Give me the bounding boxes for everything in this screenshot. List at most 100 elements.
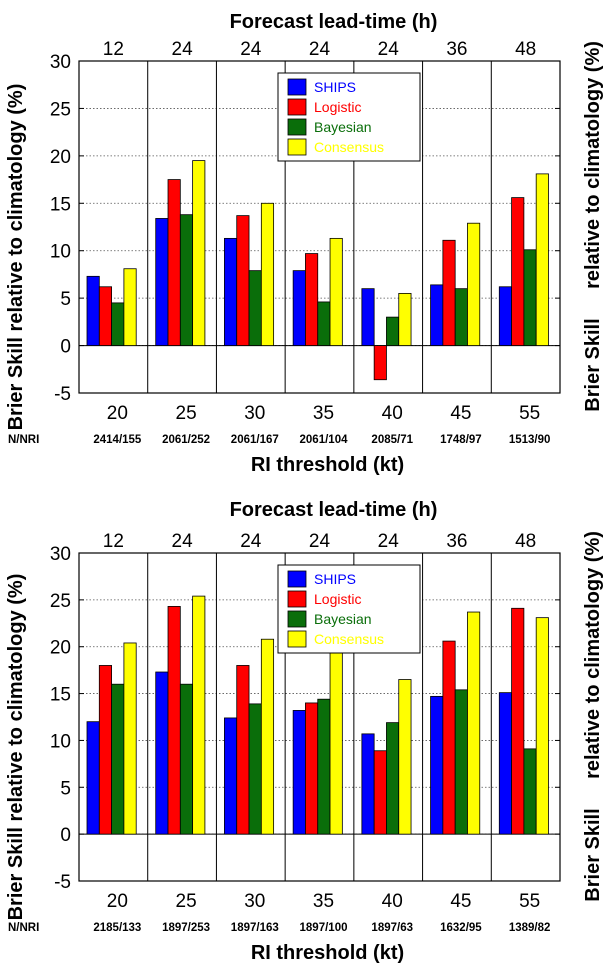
x-axis-label: RI threshold (kt) — [251, 454, 404, 476]
y-axis-label: Brier Skill relative to climatology (%) — [5, 574, 27, 921]
bar-consensus — [192, 160, 206, 346]
bar-ships — [361, 288, 375, 346]
lead-time-label: 24 — [240, 531, 262, 552]
bar-bayesian — [248, 703, 262, 835]
lead-time-label: 36 — [446, 39, 467, 60]
lead-time-label: 24 — [172, 39, 194, 60]
count-label: 1513/90 — [509, 434, 551, 446]
bar-bayesian — [523, 249, 537, 346]
threshold-label: 25 — [176, 403, 197, 424]
legend-label-logistic: Logistic — [314, 591, 361, 607]
legend-swatch-logistic — [287, 98, 307, 116]
lead-time-label: 24 — [378, 531, 400, 552]
bar-logistic — [236, 215, 250, 346]
top-axis-title: Forecast lead-time (h) — [230, 11, 438, 33]
counts-row-label: N/NRI — [8, 922, 39, 934]
bar-logistic — [511, 607, 525, 835]
bar-logistic — [98, 665, 113, 835]
chart-panel-1: Forecast lead-time (h) 12 24 24 24 24 36 48 -5 0 5… — [5, 11, 604, 476]
legend-label-consensus: Consensus — [314, 139, 384, 155]
y-tick-label: 25 — [50, 591, 71, 612]
right-edge-label: Brier Skill — [582, 318, 604, 411]
bar-bayesian — [111, 683, 125, 835]
threshold-label: 25 — [176, 891, 197, 912]
bar-logistic — [167, 179, 181, 346]
y-tick-label: 15 — [50, 194, 71, 215]
bar-consensus — [398, 679, 412, 835]
bar-bayesian — [386, 316, 400, 346]
bar-logistic — [236, 665, 250, 835]
bar-logistic — [305, 702, 319, 835]
legend-label-ships: SHIPS — [314, 571, 356, 587]
count-label: 1897/163 — [231, 922, 279, 934]
count-label: 1897/253 — [162, 922, 210, 934]
y-tick-label: -5 — [54, 872, 71, 893]
bar-consensus — [260, 638, 275, 835]
y-tick-label: 25 — [50, 99, 71, 120]
bar-consensus — [535, 173, 549, 346]
bar-consensus — [329, 651, 343, 835]
bar-logistic — [373, 750, 387, 835]
bar-bayesian — [317, 698, 331, 835]
lead-time-label: 12 — [103, 39, 124, 60]
bar-bayesian — [454, 689, 468, 835]
count-label: 2085/71 — [371, 434, 413, 446]
count-label: 2061/104 — [300, 434, 349, 446]
y-tick-label: 10 — [50, 242, 71, 263]
bar-ships — [361, 733, 375, 835]
y-tick-label: 30 — [50, 52, 71, 73]
count-label: 2061/252 — [162, 434, 210, 446]
lead-time-label: 48 — [515, 531, 536, 552]
right-edge-label-continued: relative to climatology (%) — [582, 531, 604, 779]
count-label: 1748/97 — [440, 434, 482, 446]
legend-swatch-ships — [287, 570, 307, 588]
bar-ships — [86, 275, 100, 346]
bar-ships — [224, 237, 238, 346]
bar-bayesian — [386, 722, 400, 835]
legend-swatch-logistic — [287, 590, 307, 608]
legend-label-bayesian: Bayesian — [314, 119, 372, 135]
bar-logistic — [442, 239, 456, 346]
count-label: 2414/155 — [93, 434, 142, 446]
y-tick-label: 15 — [50, 685, 71, 706]
bar-consensus — [123, 642, 137, 835]
count-label: 2185/133 — [93, 922, 141, 934]
count-label: 2061/167 — [231, 434, 279, 446]
bar-consensus — [467, 611, 481, 835]
bar-consensus — [467, 222, 481, 346]
threshold-label: 40 — [382, 891, 403, 912]
lead-time-label: 24 — [309, 39, 331, 60]
y-tick-label: 20 — [50, 638, 71, 659]
legend-swatch-consensus — [287, 138, 307, 156]
threshold-label: 55 — [519, 891, 540, 912]
count-label: 1389/82 — [509, 922, 551, 934]
lead-time-label: 24 — [309, 531, 331, 552]
threshold-label: 35 — [313, 891, 334, 912]
lead-time-label: 12 — [103, 531, 124, 552]
y-tick-label: 0 — [60, 337, 71, 358]
x-axis-label: RI threshold (kt) — [251, 942, 404, 964]
bar-ships — [86, 721, 100, 835]
bar-consensus — [535, 617, 549, 835]
lead-time-label: 48 — [515, 39, 536, 60]
bar-logistic — [305, 253, 319, 346]
count-label: 1897/63 — [371, 922, 413, 934]
bar-ships — [155, 218, 169, 346]
bar-logistic — [373, 345, 387, 381]
bar-bayesian — [111, 302, 125, 346]
bar-ships — [292, 270, 306, 346]
right-edge-label: Brier Skill — [582, 808, 604, 901]
y-tick-label: 10 — [50, 731, 71, 752]
bar-consensus — [192, 595, 206, 835]
count-label: 1897/100 — [300, 922, 348, 934]
count-label: 1632/95 — [440, 922, 482, 934]
threshold-label: 35 — [313, 403, 334, 424]
threshold-label: 20 — [107, 891, 128, 912]
legend-swatch-bayesian — [287, 118, 307, 136]
lead-time-label: 24 — [172, 531, 194, 552]
lead-time-label: 36 — [446, 531, 467, 552]
y-tick-label: 0 — [60, 825, 71, 846]
y-tick-label: 20 — [50, 147, 71, 168]
y-axis-label: Brier Skill relative to climatology (%) — [5, 84, 27, 431]
